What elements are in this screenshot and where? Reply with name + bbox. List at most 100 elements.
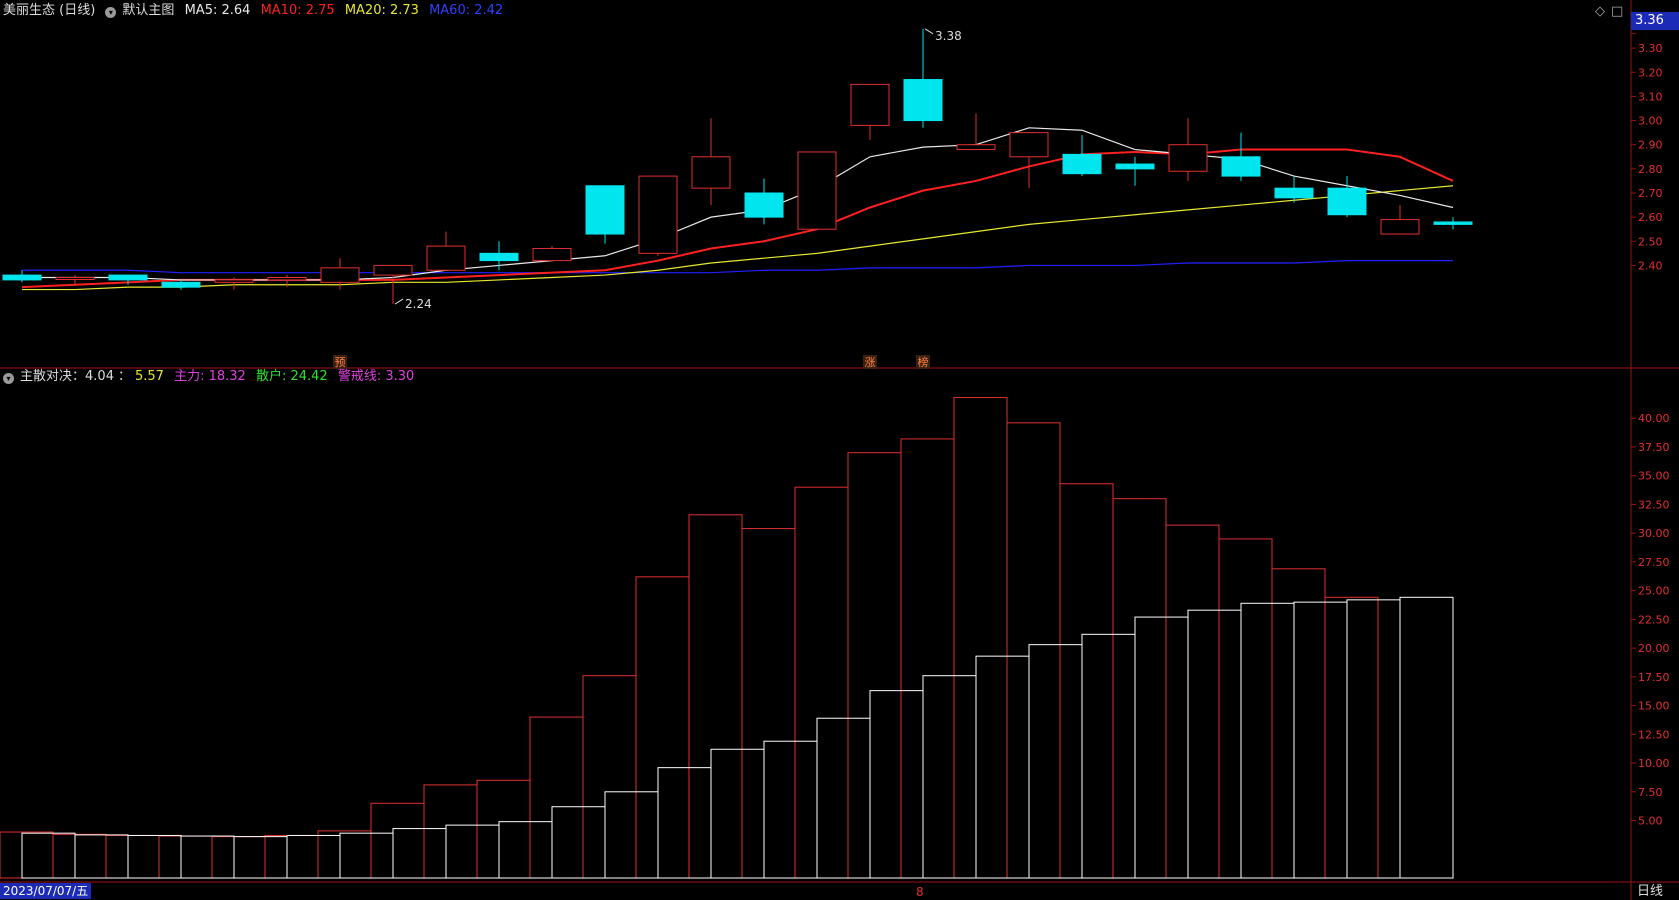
main-force-bar [264, 834, 319, 879]
candle-body [1433, 221, 1473, 225]
retail-bar [922, 675, 977, 879]
candle [479, 241, 519, 271]
marker-badge [863, 355, 877, 369]
stock-title[interactable]: 美丽生态 (日线) [3, 3, 96, 18]
main-force-bar [158, 835, 213, 879]
retail-bar [1187, 609, 1242, 879]
price-tick-label: 3.10 [1638, 90, 1663, 103]
month-tick-label: 8 [916, 885, 924, 899]
main-force-bar [1112, 498, 1167, 879]
price-tick-label: 2.70 [1638, 187, 1663, 200]
main-force-bar [0, 831, 54, 879]
sub-tick-label: 32.50 [1638, 498, 1670, 511]
candle-body [903, 79, 943, 122]
sub-settings-circle-icon[interactable]: ▾ [3, 373, 14, 384]
candle [691, 118, 731, 206]
candle [55, 275, 95, 285]
candle [903, 28, 943, 128]
square-icon[interactable]: □ [1611, 4, 1624, 19]
candle [1327, 176, 1367, 218]
candle [956, 113, 996, 151]
annotation-arrow [394, 298, 404, 305]
main-force-bar [105, 834, 160, 879]
candle-body [426, 245, 466, 271]
candle [1062, 135, 1102, 177]
candle-body [320, 267, 360, 283]
main-force-bar [688, 514, 743, 879]
candle [426, 231, 466, 271]
sub-tick-label: 37.50 [1638, 441, 1670, 454]
ma20-value: MA20: 2.73 [344, 3, 419, 18]
marker-label: 榜 [918, 355, 929, 369]
main-force-bar [1324, 596, 1379, 879]
settings-circle-icon[interactable]: ▾ [105, 7, 117, 18]
main-force-bar [317, 830, 372, 879]
candle-body [1380, 219, 1420, 235]
candle-body [214, 279, 254, 283]
candle [532, 246, 572, 262]
ma60-line [22, 260, 1453, 274]
candle-body [1062, 153, 1102, 175]
candle-body [850, 83, 890, 126]
diamond-icon[interactable]: ◇ [1595, 4, 1605, 19]
candle-body [1115, 163, 1155, 170]
candle-body [373, 264, 413, 276]
annotation-label: 2.24 [405, 297, 432, 311]
retail-bar [1081, 633, 1136, 879]
candle-body [585, 185, 625, 235]
retail-bar [657, 767, 712, 879]
candle [320, 258, 360, 290]
main-force-bar [211, 836, 266, 879]
candle-body [108, 274, 148, 281]
candle-body [1327, 187, 1367, 216]
sub-indicator-name[interactable]: 主散对决 [20, 369, 73, 384]
main-force-bar [1271, 568, 1326, 879]
retail-bar [710, 748, 765, 879]
candle [1168, 118, 1208, 181]
retail-bar [763, 740, 818, 879]
ma10-value: MA10: 2.75 [260, 3, 335, 18]
ma60-value: MA60: 2.42 [429, 3, 504, 18]
price-tick-label: 3.00 [1638, 115, 1663, 128]
candle-body [161, 281, 201, 288]
candle [638, 175, 678, 256]
candle-body [1168, 144, 1208, 172]
marker-badge [916, 355, 930, 369]
retail-bar [1346, 599, 1401, 879]
candle [373, 264, 413, 305]
candle-body [1009, 132, 1049, 158]
main-force-bar [1218, 538, 1273, 879]
cursor-date-label: 2023/07/07/五 [0, 883, 92, 899]
candle-body [638, 175, 678, 254]
candle [1115, 156, 1155, 186]
main-force-bar [1059, 483, 1114, 879]
main-force-bar [52, 833, 107, 879]
candle-body [744, 192, 784, 218]
main-indicator-label[interactable]: 默认主图 [122, 3, 175, 18]
candle-body [2, 274, 42, 281]
main-force-bar [847, 452, 902, 879]
retail-bar [869, 690, 924, 879]
retail-bar [339, 832, 394, 879]
price-tick-label: 2.60 [1638, 211, 1663, 224]
candle [1380, 205, 1420, 235]
sub-chart-header: ▾ 主散对决：4.04： 5.57 主力: 18.32 散户: 24.42 警戒线:… [3, 368, 420, 386]
main-force-bar [423, 784, 478, 879]
marker-label: 涨 [865, 356, 876, 369]
sub-tick-label: 35.00 [1638, 470, 1670, 483]
period-label[interactable]: 日线 [1637, 884, 1664, 899]
main-force-value: 主力: 18.32 [174, 369, 246, 384]
sub-value-2: 5.57 [135, 369, 164, 384]
main-force-bar [900, 438, 955, 879]
annotation-label: 3.38 [935, 29, 962, 43]
candle [161, 279, 201, 290]
retail-bar [1240, 602, 1295, 879]
retail-bar [286, 834, 341, 879]
alert-line-value: 警戒线: 3.30 [337, 369, 415, 384]
candle [108, 274, 148, 285]
candle-body [267, 277, 307, 281]
candle-body [479, 252, 519, 262]
sub-tick-label: 15.00 [1638, 700, 1670, 713]
candle [585, 185, 625, 244]
